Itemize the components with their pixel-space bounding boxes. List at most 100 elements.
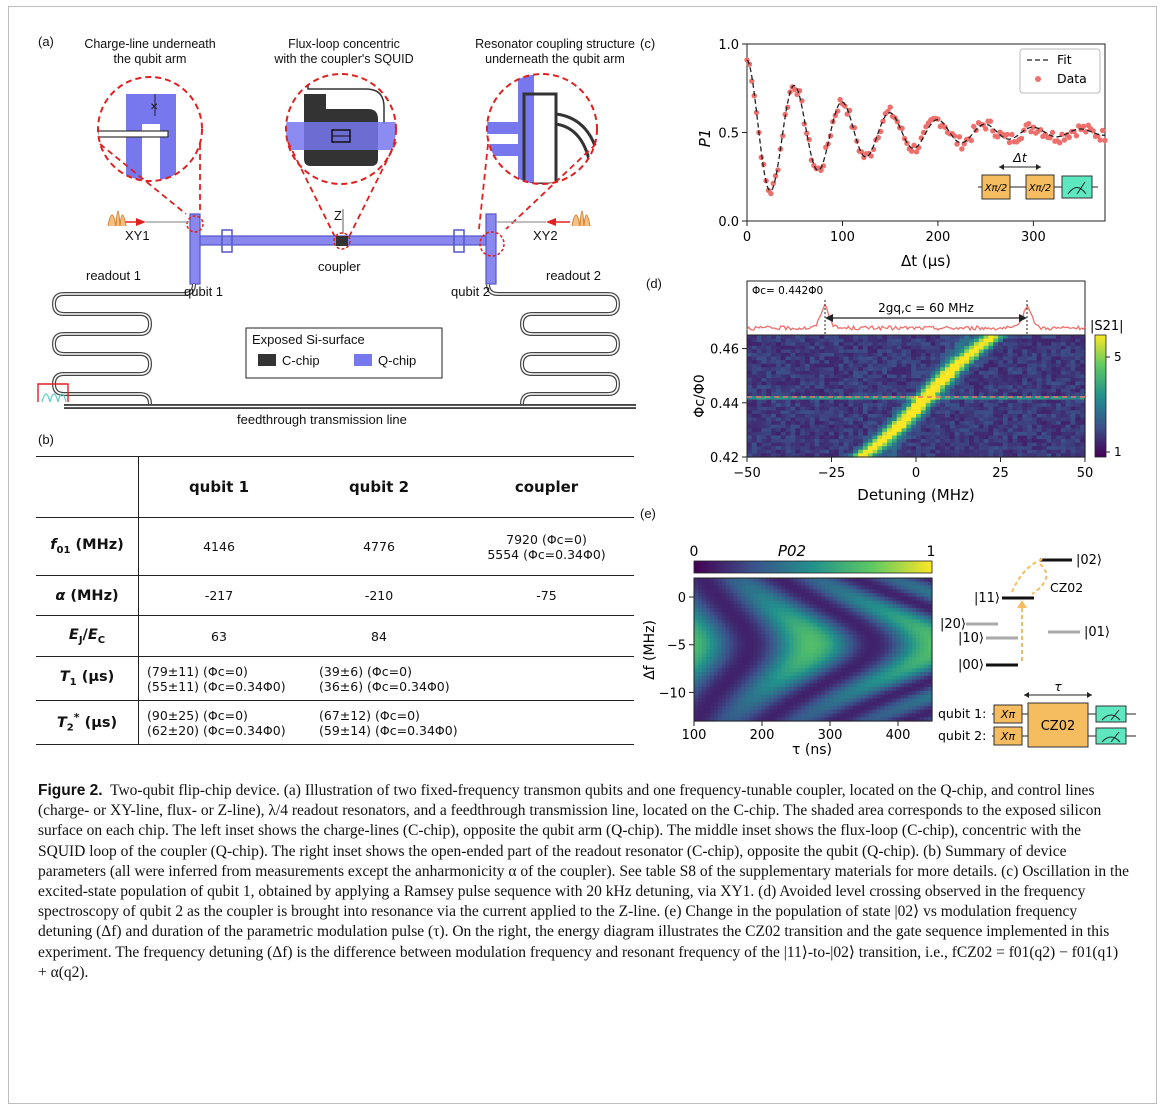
heatmap-cell — [928, 675, 933, 681]
heatmap-cell — [1017, 349, 1023, 354]
heatmap-cell — [880, 623, 885, 628]
heatmap-cell — [912, 642, 917, 647]
heatmap-cell — [1017, 453, 1023, 458]
heatmap-cell — [801, 683, 806, 688]
heatmap-cell — [813, 702, 818, 707]
heatmap-cell — [725, 645, 731, 651]
heatmap-cell — [920, 679, 925, 684]
heatmap-cell — [721, 672, 727, 677]
heatmap-cell — [1060, 370, 1067, 376]
heatmap-cell — [757, 593, 763, 598]
heatmap-cell — [741, 604, 747, 609]
heatmap-cell — [800, 352, 806, 358]
heatmap-cell — [892, 589, 897, 594]
heatmap-cell — [804, 446, 811, 451]
heatmap-cell — [836, 623, 842, 628]
heatmap-cell — [940, 421, 946, 426]
heatmap-cell — [906, 367, 912, 372]
heatmap-cell — [856, 675, 862, 681]
heatmap-cell — [797, 660, 802, 666]
heatmap-cell — [844, 687, 850, 692]
heatmap-cell — [928, 649, 933, 654]
heatmap-cell — [920, 442, 927, 447]
heatmap-cell — [908, 649, 913, 654]
heatmap-cell — [694, 619, 699, 624]
heatmap-cell — [920, 446, 927, 451]
heatmap-cell — [1060, 396, 1067, 401]
heatmap-cell — [836, 683, 842, 688]
heatmap-cell — [880, 683, 885, 688]
ramsey-data-point — [801, 121, 807, 127]
heatmap-cell — [789, 611, 794, 617]
heatmap-cell — [780, 381, 787, 386]
heatmap-cell — [737, 713, 743, 718]
heatmap-cell — [717, 653, 723, 658]
heatmap-cell — [785, 335, 791, 340]
heatmap-cell — [721, 630, 727, 636]
heatmap-cell — [694, 593, 699, 598]
heatmap-cell — [935, 345, 941, 350]
heatmap-cell — [813, 705, 818, 711]
heatmap-cell — [860, 649, 866, 654]
heatmap-cell — [906, 439, 912, 444]
heatmap-cell — [737, 705, 743, 711]
heatmap-cell — [828, 638, 834, 643]
heatmap-cell — [819, 431, 825, 437]
heatmap-cell — [776, 356, 782, 361]
heatmap-cell — [848, 399, 854, 404]
heatmap-cell — [790, 345, 796, 350]
heatmap-cell — [813, 660, 818, 666]
heatmap-cell — [867, 431, 874, 437]
heatmap-cell — [1012, 388, 1018, 393]
heatmap-cell — [737, 634, 743, 639]
heatmap-cell — [761, 611, 766, 617]
heatmap-cell — [993, 392, 999, 397]
heatmap-cell — [809, 623, 814, 628]
heatmap-cell — [1002, 413, 1009, 419]
heatmap-cell — [777, 687, 782, 692]
heatmap-cell — [809, 381, 816, 386]
heatmap-cell — [973, 385, 980, 390]
heatmap-cell — [737, 608, 743, 613]
heatmap-cell — [729, 675, 735, 681]
heatmap-cell — [969, 338, 975, 343]
heatmap-cell — [721, 668, 727, 673]
heatmap-cell — [908, 593, 913, 598]
ramsey-data-point — [994, 134, 1001, 140]
heatmap-cell — [776, 453, 782, 458]
heatmap-cell — [800, 428, 806, 433]
heatmap-cell — [1002, 360, 1009, 365]
heatmap-cell — [916, 378, 922, 383]
heatmap-cell — [780, 399, 787, 404]
heatmap-cell — [785, 679, 790, 684]
heatmap-cell — [900, 608, 905, 613]
heatmap-cell — [824, 431, 830, 437]
heatmap-cell — [698, 611, 703, 617]
heatmap-cell — [860, 690, 866, 696]
heatmap-cell — [721, 593, 727, 598]
heatmap-cell — [824, 381, 830, 386]
heatmap-cell — [920, 392, 927, 397]
heatmap-cell — [833, 345, 840, 350]
heatmap-cell — [709, 675, 715, 681]
heatmap-cell — [888, 694, 893, 700]
heatmap-cell — [769, 717, 774, 722]
heatmap-cell — [1075, 449, 1081, 454]
heatmap-cell — [819, 446, 825, 451]
heatmap-cell — [912, 717, 917, 722]
heatmap-cell — [1027, 356, 1033, 361]
heatmap-cell — [891, 431, 898, 437]
heatmap-cell — [747, 342, 753, 347]
heatmap-cell — [765, 615, 770, 620]
heatmap-cell — [848, 638, 854, 643]
heatmap-cell — [820, 705, 826, 711]
heatmap-cell — [1017, 374, 1023, 379]
heatmap-cell — [868, 705, 874, 711]
heatmap-cell — [829, 396, 835, 401]
heatmap-cell — [781, 589, 786, 594]
heatmap-cell — [949, 403, 956, 408]
heatmap-cell — [844, 608, 850, 613]
heatmap-cell — [809, 694, 814, 700]
heatmap-cell — [733, 589, 739, 594]
heatmap-cell — [1012, 378, 1018, 383]
